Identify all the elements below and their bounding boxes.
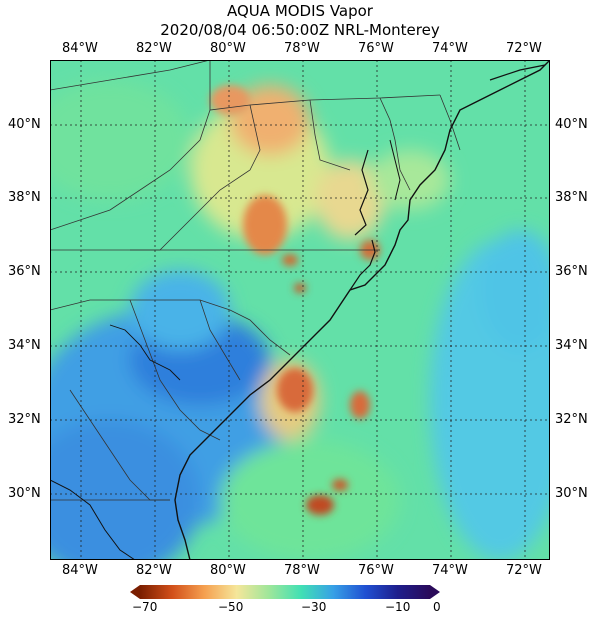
dry-region-northeast-offshore: [480, 230, 550, 350]
lon-label-bottom-84w: 84°W: [62, 563, 98, 578]
colorbar: [130, 585, 440, 599]
lat-label-left-34n: 34°N: [8, 338, 41, 353]
colorbar-max-arrow: [430, 585, 440, 599]
moist-region-delaware: [370, 150, 450, 210]
lon-label-bottom-82w: 82°W: [136, 563, 172, 578]
lat-label-left-32n: 32°N: [8, 412, 41, 427]
convection-pa-west: [210, 85, 250, 115]
water-vapor-map: [50, 60, 550, 560]
lat-label-left-30n: 30°N: [8, 486, 41, 501]
gulf-coast: [50, 479, 136, 560]
lat-label-right-40n: 40°N: [555, 117, 588, 132]
convection-nc-inland: [282, 254, 298, 266]
convection-carolina: [277, 368, 313, 412]
convection-offshore-2: [306, 495, 334, 515]
coastline: [174, 60, 550, 560]
lon-label-top-74w: 74°W: [432, 41, 468, 56]
lon-label-bottom-72w: 72°W: [506, 563, 542, 578]
colorbar-tick-minus10: −10: [385, 600, 411, 614]
colorbar-gradient: [140, 585, 430, 599]
long-island: [489, 64, 546, 81]
colorbar-tick-minus30: −30: [301, 600, 327, 614]
map-frame: [50, 60, 550, 560]
lon-label-top-72w: 72°W: [506, 41, 542, 56]
chesapeake-bay: [354, 149, 369, 236]
lat-label-left-40n: 40°N: [8, 117, 41, 132]
lon-label-top-84w: 84°W: [62, 41, 98, 56]
lat-label-left-38n: 38°N: [8, 190, 41, 205]
lon-label-bottom-80w: 80°W: [210, 563, 246, 578]
lat-label-right-34n: 34°N: [555, 338, 588, 353]
colorbar-min-arrow: [130, 585, 140, 599]
colorbar-tick-0: 0: [433, 600, 441, 614]
lon-label-bottom-78w: 78°W: [284, 563, 320, 578]
lon-label-top-80w: 80°W: [210, 41, 246, 56]
lat-label-left-36n: 36°N: [8, 264, 41, 279]
lat-label-right-38n: 38°N: [555, 190, 588, 205]
convection-nc-small: [294, 283, 306, 293]
lon-label-top-78w: 78°W: [284, 41, 320, 56]
lon-label-top-76w: 76°W: [358, 41, 394, 56]
lon-label-top-82w: 82°W: [136, 41, 172, 56]
lat-label-right-32n: 32°N: [555, 412, 588, 427]
lat-label-right-36n: 36°N: [555, 264, 588, 279]
colorbar-tick-minus50: −50: [218, 600, 244, 614]
convection-virginia: [243, 195, 287, 255]
dry-region-southwest-low: [50, 420, 200, 560]
colorbar-tick-minus70: −70: [132, 600, 158, 614]
lon-label-bottom-74w: 74°W: [432, 563, 468, 578]
lat-label-right-30n: 30°N: [555, 486, 588, 501]
map-subtitle: 2020/08/04 06:50:00Z NRL-Monterey: [160, 21, 440, 39]
lon-label-bottom-76w: 76°W: [358, 563, 394, 578]
convection-offshore-1: [350, 391, 370, 419]
lakes-southeast: [109, 324, 181, 381]
warm-region-maryland: [315, 160, 385, 240]
convection-offshore-3: [332, 479, 348, 491]
outer-banks: [349, 239, 376, 291]
graticule: [50, 60, 550, 560]
map-title: AQUA MODIS Vapor: [227, 2, 373, 20]
warm-region-pennsylvania: [230, 85, 310, 155]
delaware-bay: [389, 139, 401, 201]
